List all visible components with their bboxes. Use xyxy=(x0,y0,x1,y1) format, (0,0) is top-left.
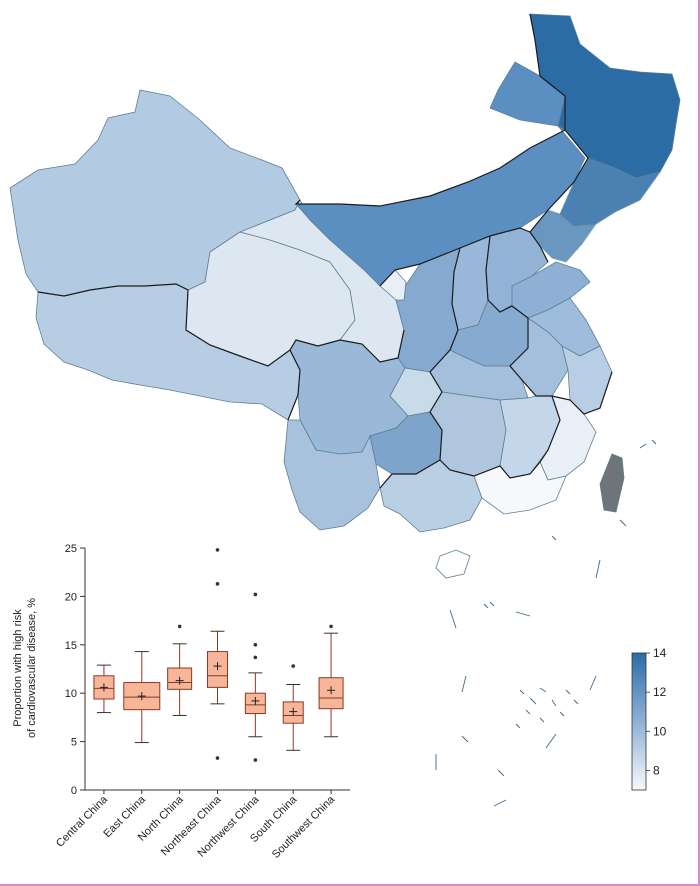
region-border-southwest xyxy=(287,349,441,489)
colorbar-tick-label: 12 xyxy=(653,685,667,699)
colorbar: 8 10 12 14 xyxy=(631,646,667,791)
region-border-northwest xyxy=(37,283,405,367)
y-axis-label-line1: Proportion with high risk xyxy=(12,609,24,727)
outlier-point xyxy=(177,624,182,629)
colorbar-tick-label: 10 xyxy=(653,724,667,738)
outlier-point xyxy=(215,582,220,586)
colorbar-tick-label: 14 xyxy=(653,646,667,660)
box-south-china: South China xyxy=(248,664,304,845)
region-border-central-east xyxy=(429,235,561,479)
y-tick-label: 25 xyxy=(65,543,77,555)
y-axis-label-line2: of cardiovascular disease, % xyxy=(26,598,38,738)
colorbar-gradient xyxy=(631,652,647,791)
outlier-point xyxy=(291,664,296,668)
outlier-point xyxy=(253,655,258,660)
province-jilin xyxy=(559,157,661,227)
outlier-point xyxy=(253,758,258,762)
outlier-point xyxy=(329,624,333,629)
outlier-point xyxy=(253,643,258,647)
outlier-point xyxy=(215,756,220,760)
china-choropleth-map xyxy=(9,13,681,807)
south-china-sea-islands xyxy=(435,439,657,807)
box-north-china: North China xyxy=(136,624,193,844)
y-tick-label: 5 xyxy=(71,737,77,749)
box-southwest-china: Southwest China xyxy=(270,624,344,861)
outlier-point xyxy=(215,548,220,552)
y-tick-label: 0 xyxy=(71,785,77,797)
y-tick-label: 10 xyxy=(65,688,77,700)
outlier-point xyxy=(253,592,258,597)
province-hainan xyxy=(435,549,471,579)
region-border-east xyxy=(551,371,613,415)
province-taiwan xyxy=(599,453,625,513)
y-tick-label: 20 xyxy=(65,591,77,603)
x-tick-label: Central China xyxy=(54,793,111,850)
y-tick-label: 15 xyxy=(65,640,77,652)
colorbar-tick-label: 8 xyxy=(653,763,660,777)
